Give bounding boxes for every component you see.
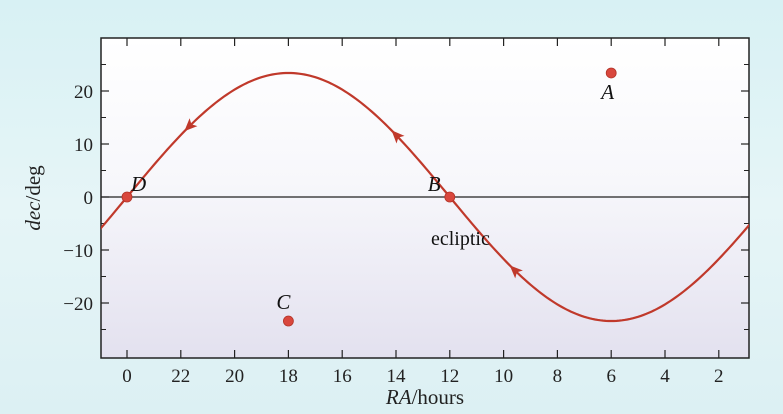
y-axis-title: dec/deg: [21, 165, 45, 231]
x-tick-label: 20: [225, 366, 244, 387]
point-label-c: C: [276, 290, 291, 314]
x-tick-label: 2: [714, 366, 724, 387]
direction-arrow: [184, 118, 198, 132]
x-tick-label: 22: [171, 366, 190, 387]
x-tick-label: 14: [387, 366, 407, 387]
x-tick-label: 18: [279, 366, 298, 387]
point-d: [121, 191, 133, 203]
x-tick-label: 0: [122, 366, 132, 387]
x-axis-title: RA/hours: [385, 385, 464, 409]
plot-area: [100, 37, 750, 359]
point-label-d: D: [130, 172, 146, 196]
x-tick-label: 4: [660, 366, 670, 387]
y-tick-label: −10: [63, 241, 93, 262]
y-tick-label: 0: [84, 188, 94, 209]
x-tick-label: 10: [494, 366, 513, 387]
x-tick-label: 12: [440, 366, 459, 387]
x-tick-label: 16: [333, 366, 352, 387]
x-tick-label: 6: [606, 366, 616, 387]
point-a: [605, 67, 617, 79]
ecliptic-curve: [101, 71, 749, 323]
direction-arrow: [509, 265, 523, 279]
point-label-b: B: [428, 172, 441, 196]
ecliptic-label: ecliptic: [431, 228, 490, 250]
direction-arrow: [391, 130, 405, 144]
y-tick-label: 10: [74, 135, 93, 156]
y-tick-label: 20: [74, 82, 93, 103]
point-c: [282, 315, 294, 327]
point-label-a: A: [599, 80, 614, 104]
point-b: [444, 191, 456, 203]
x-tick-label: 8: [553, 366, 563, 387]
y-tick-label: −20: [63, 294, 93, 315]
